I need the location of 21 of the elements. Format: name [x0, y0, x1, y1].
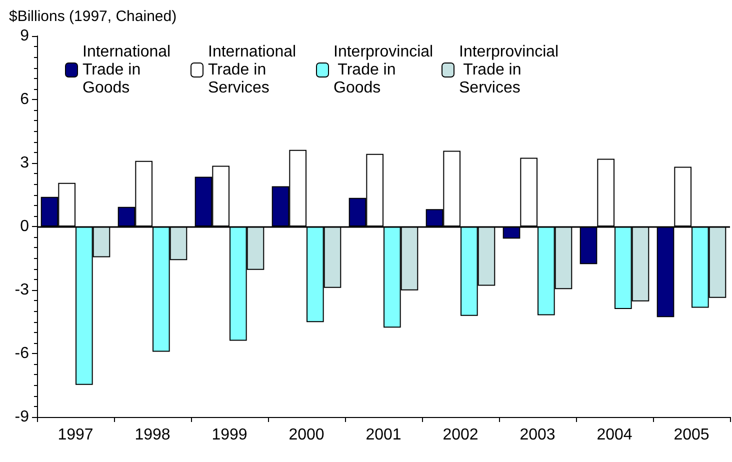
legend-label: International Trade in Goods — [82, 44, 176, 96]
legend-label: International Trade in Services — [208, 44, 301, 96]
x-tick-label: 2004 — [596, 426, 632, 444]
y-tick-label: -6 — [14, 345, 30, 362]
legend-label: Interprovincial Trade in Goods — [334, 44, 434, 96]
y-tick-label: -3 — [14, 282, 30, 298]
x-tick-label: 1998 — [134, 426, 170, 444]
y-tick-label: -9 — [14, 408, 30, 426]
x-tick-label: 2001 — [366, 426, 402, 444]
x-tick-label: 2002 — [442, 426, 478, 444]
y-tick-label: 0 — [20, 218, 30, 235]
legend-label: Interprovincial Trade in Services — [459, 44, 559, 96]
y-axis-title: $Billions (1997, Chained) — [9, 8, 177, 25]
y-tick-label: 3 — [20, 154, 30, 172]
x-tick-label: 1999 — [212, 426, 248, 444]
x-tick-label: 1997 — [58, 426, 94, 444]
y-tick-label: 9 — [20, 28, 30, 44]
y-tick-label: 6 — [20, 91, 30, 108]
x-tick-label: 2005 — [674, 426, 710, 444]
x-tick-label: 2003 — [520, 426, 556, 444]
x-tick-label: 2000 — [288, 426, 324, 444]
